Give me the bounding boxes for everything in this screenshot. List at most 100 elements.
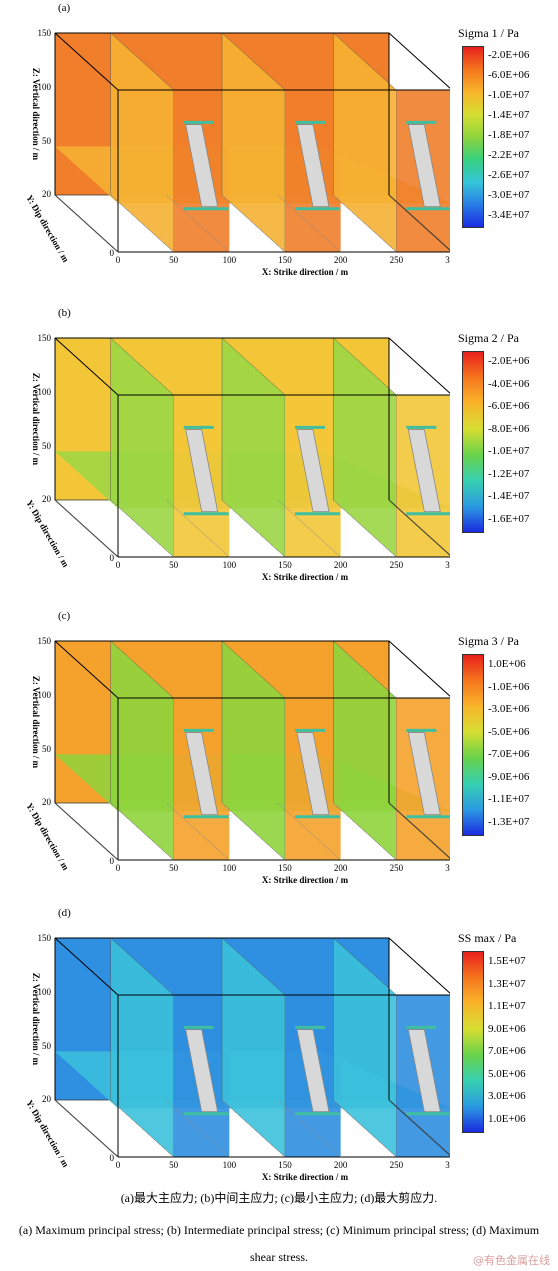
- legend-title: SS max / Pa: [458, 931, 517, 945]
- floor-grid-line: [110, 1099, 174, 1158]
- legend-title: Sigma 3 / Pa: [458, 634, 520, 648]
- z-tick-label: 20: [42, 1094, 52, 1104]
- floor-grid-line: [333, 802, 397, 861]
- floor-grid-line: [110, 499, 174, 558]
- stope-outline: [407, 429, 441, 513]
- floor-grid-line: [277, 194, 341, 253]
- stope-outline: [407, 124, 441, 208]
- floor-grid-line: [333, 194, 397, 253]
- legend-tick-label: -6.0E+06: [488, 400, 530, 413]
- legend-tick-label: -6.0E+06: [488, 69, 530, 81]
- stress-panel: (a)05010015020025030015010050200X: Strik…: [0, 0, 558, 290]
- stope-outline: [185, 732, 219, 816]
- legend-tick-label: -3.0E+06: [488, 703, 530, 716]
- floor-grid-line: [110, 802, 174, 861]
- box-edge: [54, 337, 119, 396]
- floor-grid-line: [221, 802, 286, 861]
- box-edge: [388, 32, 450, 89]
- legend-tick-label: 3.0E+06: [488, 1090, 526, 1103]
- x-tick-label: 300: [445, 560, 450, 570]
- x-tick-label: 50: [169, 863, 179, 873]
- legend-tick-label: -2.2E+07: [488, 149, 530, 161]
- floor-grid-line: [333, 499, 397, 558]
- floor-grid-line: [110, 194, 174, 253]
- z-axis-title: Z: Vertical direction / m: [31, 373, 41, 466]
- legend-tick-label: -5.0E+06: [488, 725, 530, 738]
- legend-tick-label: -3.4E+07: [488, 209, 530, 221]
- color-legend-bar: [462, 654, 484, 836]
- x-axis-title: X: Strike direction / m: [262, 875, 349, 885]
- stope-outline: [185, 429, 219, 513]
- x-tick-label: 50: [169, 560, 179, 570]
- box-edge: [388, 937, 450, 994]
- floor-grid-line: [388, 194, 450, 251]
- floor-grid-line: [221, 194, 286, 253]
- color-legend-bar: [462, 46, 484, 228]
- stope-outline: [185, 124, 219, 208]
- floor-grid-line: [54, 1099, 119, 1158]
- legend-tick-label: -1.1E+07: [488, 793, 530, 806]
- floor-grid-line: [166, 194, 230, 253]
- floor-grid-line: [166, 1099, 230, 1158]
- x-tick-label: 200: [334, 1160, 348, 1170]
- legend-tick-label: 1.3E+07: [488, 977, 526, 990]
- z-tick-label: 20: [42, 189, 52, 199]
- floor-grid-line: [221, 1099, 286, 1158]
- x-tick-label: 100: [223, 560, 237, 570]
- z-axis-title: Z: Vertical direction / m: [31, 973, 41, 1066]
- x-axis-title: X: Strike direction / m: [262, 1172, 349, 1182]
- color-legend-bar: [462, 351, 484, 533]
- box-edge: [54, 937, 119, 996]
- legend-tick-label: -9.0E+06: [488, 770, 530, 783]
- floor-grid-line: [277, 802, 341, 861]
- x-tick-label: 150: [278, 863, 292, 873]
- floor-grid-line: [277, 499, 341, 558]
- legend-tick-label: -4.0E+06: [488, 377, 530, 390]
- stope-outline: [296, 732, 330, 816]
- z-tick-label: 100: [38, 987, 52, 997]
- contour-plot: 05010015020025030015010050200X: Strike d…: [24, 333, 450, 582]
- stope-outline: [296, 1029, 330, 1113]
- legend-tick-label: -1.0E+06: [488, 680, 530, 693]
- legend-tick-label: -1.0E+07: [488, 445, 530, 458]
- legend-tick-label: 1.0E+06: [488, 658, 526, 671]
- z-tick-label: 150: [38, 636, 52, 646]
- legend-tick-label: -1.4E+07: [488, 109, 530, 121]
- x-tick-label: 250: [390, 863, 404, 873]
- panel-label: (a): [58, 2, 71, 14]
- floor-grid-line: [221, 499, 286, 558]
- floor-grid-line: [333, 1099, 397, 1158]
- floor-grid-line: [388, 1099, 450, 1156]
- x-tick-label: 250: [390, 255, 404, 265]
- y-tick-label: 0: [110, 248, 115, 258]
- x-tick-label: 0: [116, 560, 121, 570]
- legend-tick-label: 1.1E+07: [488, 1000, 526, 1013]
- legend-title: Sigma 2 / Pa: [458, 331, 520, 345]
- x-tick-label: 150: [278, 560, 292, 570]
- y-tick-label: 0: [110, 1153, 115, 1163]
- legend-tick-label: -2.6E+07: [488, 169, 530, 181]
- floor-grid-line: [388, 802, 450, 859]
- legend-tick-label: -1.6E+07: [488, 512, 530, 525]
- legend-tick-label: 7.0E+06: [488, 1045, 526, 1058]
- x-tick-label: 300: [445, 863, 450, 873]
- z-axis-title: Z: Vertical direction / m: [31, 676, 41, 769]
- legend-tick-label: -1.4E+07: [488, 490, 530, 503]
- contour-plot: 05010015020025030015010050200X: Strike d…: [24, 636, 450, 885]
- x-tick-label: 200: [334, 255, 348, 265]
- legend-tick-label: 5.0E+06: [488, 1067, 526, 1080]
- z-tick-label: 150: [38, 933, 52, 943]
- legend-tick-label: 1.5E+07: [488, 955, 526, 968]
- box-edge: [54, 640, 119, 699]
- x-tick-label: 250: [390, 1160, 404, 1170]
- contour-plot: 05010015020025030015010050200X: Strike d…: [24, 28, 450, 277]
- stress-panel: (b)05010015020025030015010050200X: Strik…: [0, 305, 558, 595]
- legend-tick-label: -1.2E+07: [488, 467, 530, 480]
- legend-title: Sigma 1 / Pa: [458, 26, 520, 40]
- x-tick-label: 0: [116, 255, 121, 265]
- floor-grid-line: [54, 802, 119, 861]
- panel-label: (c): [58, 610, 71, 622]
- figure-caption-english: (a) Maximum principal stress; (b) Interm…: [18, 1223, 540, 1264]
- stope-outline: [407, 732, 441, 816]
- legend-tick-label: -2.0E+06: [488, 355, 530, 368]
